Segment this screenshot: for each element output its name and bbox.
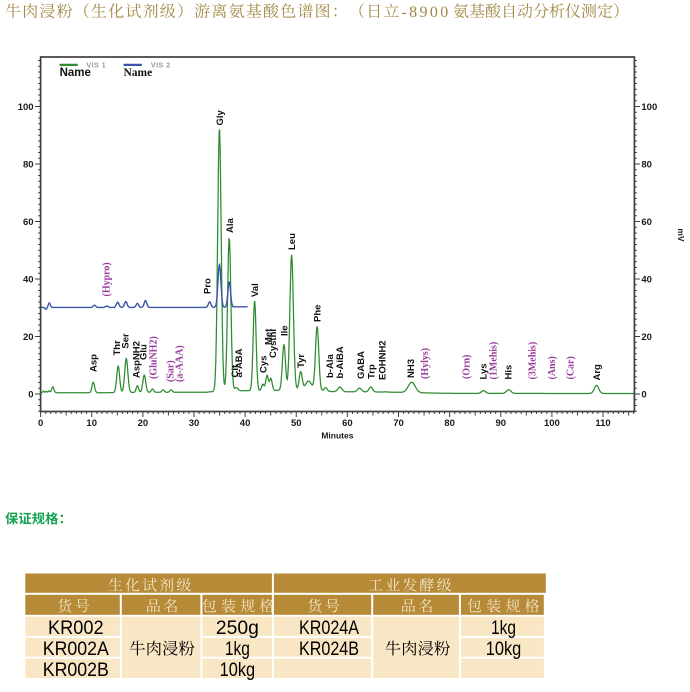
svg-text:Val: Val [250,283,261,297]
svg-text:250g: 250g [216,617,259,639]
svg-text:Name: Name [124,67,153,79]
svg-text:Ile: Ile [280,325,291,336]
svg-text:VIS 2: VIS 2 [151,61,171,70]
svg-text:Tyr: Tyr [296,354,307,368]
svg-text:Cys: Cys [259,356,270,373]
svg-text:Trp: Trp [367,364,378,379]
svg-text:(a-AAA): (a-AAA) [175,345,186,382]
svg-text:KR024A: KR024A [299,617,359,639]
svg-text:1kg: 1kg [491,617,516,639]
svg-text:(Hylys): (Hylys) [420,348,431,379]
svg-text:b-AiBA: b-AiBA [335,346,346,378]
svg-text:Arg: Arg [592,364,603,381]
svg-text:Asp: Asp [88,354,99,372]
svg-text:10kg: 10kg [486,638,522,660]
svg-text:Gly: Gly [215,109,226,125]
svg-text:VIS 1: VIS 1 [86,61,106,70]
svg-text:(Sar): (Sar) [165,360,176,382]
svg-text:Thr: Thr [112,340,123,356]
svg-text:b-Ala: b-Ala [325,354,336,378]
svg-text:AspNH2: AspNH2 [132,341,143,378]
svg-text:80: 80 [641,159,652,170]
svg-text:0: 0 [641,389,646,400]
svg-text:Ala: Ala [225,218,236,234]
svg-text:60: 60 [641,217,652,228]
svg-text:40: 40 [641,274,652,285]
svg-text:Pro: Pro [203,278,214,294]
svg-text:Ser: Ser [121,333,132,349]
svg-text:Leu: Leu [287,233,298,250]
svg-text:70: 70 [393,418,404,429]
svg-text:0: 0 [28,389,33,400]
svg-text:0: 0 [38,418,43,429]
svg-text:20: 20 [23,332,34,343]
svg-text:20: 20 [138,418,149,429]
svg-text:(Hypro): (Hypro) [102,262,113,296]
svg-text:(3Mehis): (3Mehis) [528,342,539,380]
svg-text:100: 100 [18,102,34,113]
svg-text:His: His [504,365,515,380]
svg-text:KR024B: KR024B [299,638,359,660]
svg-text:GABA: GABA [356,351,367,379]
svg-text:KR002B: KR002B [43,659,109,681]
svg-text:110: 110 [595,418,610,429]
svg-text:EOHNH2: EOHNH2 [378,340,389,380]
svg-text:Name: Name [60,67,91,79]
svg-text:-8900: -8900 [402,4,451,21]
svg-text:NH3: NH3 [406,359,417,378]
svg-text:20: 20 [641,332,652,343]
svg-text:Minutes: Minutes [321,431,353,441]
svg-text:(Car): (Car) [565,356,576,379]
svg-text:(Orn): (Orn) [462,355,473,379]
svg-text:90: 90 [496,418,507,429]
svg-text:(Ans): (Ans) [547,356,558,379]
svg-text:Phe: Phe [313,305,324,322]
svg-text:(1Mehis): (1Mehis) [488,342,499,380]
svg-text:KR002A: KR002A [43,638,109,660]
svg-text:50: 50 [291,418,302,429]
svg-text:Glu: Glu [139,344,150,360]
svg-text:Met: Met [264,328,275,345]
svg-text:(GluNH2): (GluNH2) [148,336,159,379]
svg-text:30: 30 [189,418,200,429]
svg-text:40: 40 [23,274,34,285]
svg-text:80: 80 [444,418,455,429]
svg-text:100: 100 [544,418,560,429]
svg-text:10kg: 10kg [220,659,256,681]
svg-text:Lys: Lys [478,363,489,379]
svg-text:Cysthi: Cysthi [268,329,279,358]
svg-text:60: 60 [23,217,34,228]
svg-text:1kg: 1kg [225,638,250,660]
svg-text:100: 100 [641,102,657,113]
svg-text:40: 40 [240,418,251,429]
svg-text:a-ABA: a-ABA [234,348,245,377]
svg-text:Cit: Cit [230,364,241,378]
svg-text:10: 10 [86,418,97,429]
svg-text:80: 80 [23,159,34,170]
svg-text:mV: mV [676,228,686,242]
svg-text:60: 60 [342,418,353,429]
svg-text:KR002: KR002 [48,617,104,639]
